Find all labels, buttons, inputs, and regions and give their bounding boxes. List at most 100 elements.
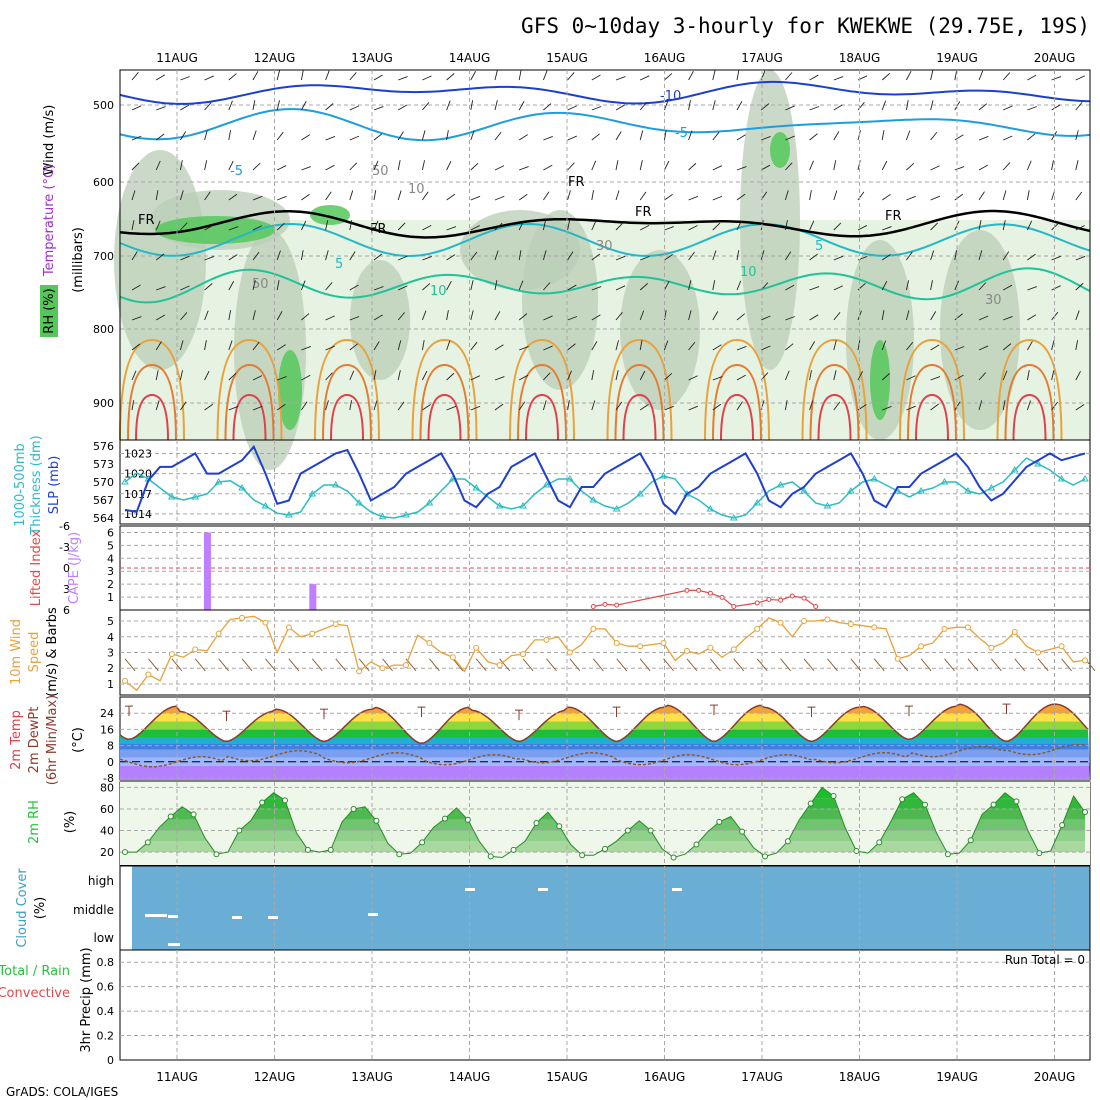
thickness-line-point [425,499,434,506]
wind10-line-point [777,619,784,626]
wind-barb [906,225,916,231]
wind10-barb [475,658,487,672]
wind-barb [373,341,380,351]
cloud-segment [268,916,278,919]
thickness-line-point [1034,460,1043,467]
rh2-line-point [990,801,997,808]
wind10-line-point [168,651,175,658]
wind-barb [567,135,577,141]
thickness-line-point [542,481,551,488]
wind-barb [373,74,383,81]
wind-barb [1075,130,1079,141]
wind-barb [1075,370,1081,381]
wind-barb [373,106,384,111]
wind-barb [180,255,190,261]
wind-barb [325,372,333,381]
wind-barb [639,283,648,291]
wind-barb [809,133,818,141]
wind-barb [349,343,358,351]
temperature-contour-diurnal [720,393,754,441]
wind-barb [397,222,406,231]
wind10-line-point [543,636,550,643]
wind-barb [736,374,746,381]
temperature-contour-diurnal [135,393,169,441]
wind-barb [688,375,698,381]
rh2-line-point [1036,850,1043,857]
wind-barb [785,316,795,321]
wind-barb [131,400,135,411]
rh2-line-point [670,854,677,861]
contour-minus10 [119,80,1091,105]
date-label-bottom: 11AUG [156,1070,198,1084]
wind-barb [397,104,408,111]
wind10-barb [920,658,932,672]
wind-barb [470,71,477,81]
wind10-barb [499,658,510,672]
thickness-line-point [706,505,715,512]
wind-barb [301,346,311,351]
wind-barb [518,220,524,231]
wind-barb [736,346,747,351]
cape-bar [203,532,211,610]
wind-barb [228,340,233,351]
temp2-tick-label: 8 [107,740,114,753]
li-tick-label: -3 [59,541,70,554]
wind-barb [494,280,498,291]
wind-barb [1003,105,1013,111]
wind-barb [494,403,504,411]
wind-barb [422,255,432,261]
wind10-barb [990,658,1002,672]
temp2-tick-label: 16 [100,723,114,736]
cloud-level-label: high [88,874,114,888]
wind10-tick-label: 3 [107,647,114,660]
rh2-tick-label: 60 [100,803,114,816]
wind-barb [422,403,431,411]
wind-barb [252,280,256,291]
rh2-line-point [853,847,860,854]
rh2-line-point [236,827,243,834]
wind-barb [349,400,352,411]
label-rh-pct: (%) [63,811,78,834]
wind-barb [252,375,263,381]
contour-label: 10 [740,265,757,280]
wind-barb [809,160,814,171]
wind-barb [494,195,505,201]
wind-barb [494,131,502,141]
wind-barb [277,195,287,201]
wind10-tick-label: 2 [107,662,114,675]
thickness-tick-label: 570 [93,476,114,489]
wind-barb [785,72,793,81]
wind10-tick-label: 5 [107,615,114,628]
wind-barb [664,280,670,291]
li-point [684,587,690,593]
wind-barb [131,135,142,141]
rh2-line-point [1059,822,1066,829]
wind-barb [978,372,986,381]
wind-barb [761,315,771,321]
wind-barb [397,312,406,321]
wind10-line-point [847,621,854,628]
wind-barb [906,70,912,81]
wind10-line-point [449,654,456,661]
wind-barb [446,281,452,291]
wind-barb [882,405,892,411]
wind-barb [567,343,576,351]
wind-barb [1002,190,1007,201]
wind-barb [567,105,577,111]
wind-barb [809,370,812,381]
wind-barb [1026,160,1032,171]
wind-barb [300,250,304,261]
wind-barb [712,376,723,381]
wind-barb [833,76,844,81]
wind-barb [518,374,529,381]
temperature-contour-diurnal [1004,363,1055,441]
label-6hr: (6hr Min/Max) [45,695,60,785]
wind-barb [398,255,408,261]
wind-barb [518,101,525,111]
wind-barb [906,162,915,171]
wind-barb [518,401,526,411]
wind-barb [930,376,941,381]
wind-barb [1003,135,1013,141]
wind-barb [906,195,916,201]
wind-barb [131,190,136,201]
